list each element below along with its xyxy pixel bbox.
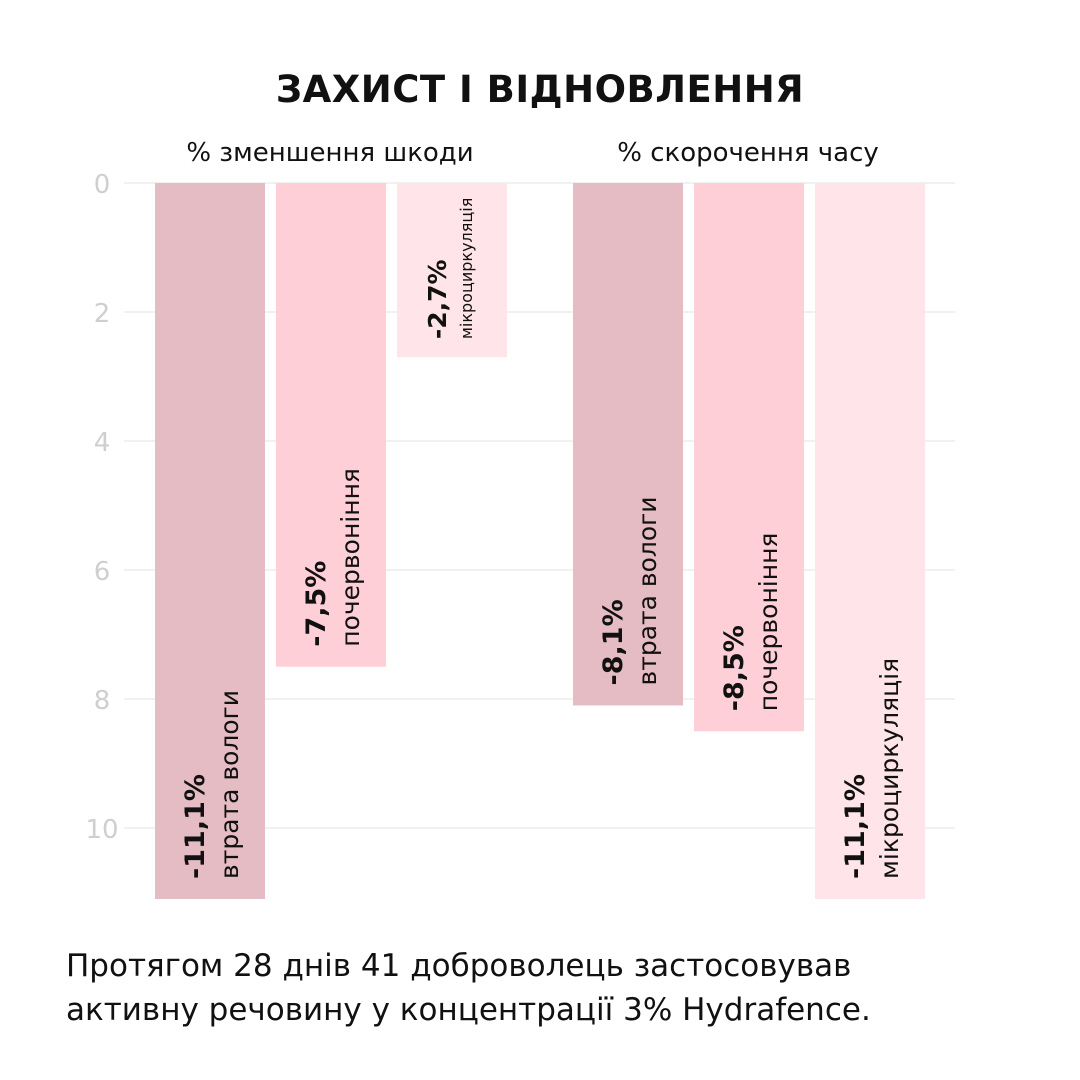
bar-category-label-g1-b1: втрата вологи [215, 690, 244, 879]
bar-value-label-g1-b1: -11,1% [180, 774, 211, 879]
y-tick-label-6: 6 [94, 557, 111, 587]
y-tick-label-0: 0 [94, 170, 111, 200]
bar-value-label-g1-b3: -2,7% [423, 259, 452, 339]
bar-g1-b2 [276, 183, 386, 667]
bar-label-group-g1-b2: -7,5% почервоніння [301, 468, 365, 647]
bar-label-group-g1-b1: -11,1% втрата вологи [180, 690, 244, 879]
bar-label-group-g2-b2: -8,5% почервоніння [719, 533, 783, 712]
bar-category-label-g1-b2: почервоніння [336, 468, 365, 647]
bar-g2-b1 [573, 183, 683, 706]
footnote: Протягом 28 днів 41 доброволець застосов… [66, 944, 1026, 1032]
y-tick-label-10: 10 [85, 815, 118, 845]
chart-title: ЗАХИСТ І ВІДНОВЛЕННЯ [275, 68, 805, 111]
bar-category-label-g2-b3: мікроциркуляція [875, 658, 904, 879]
group-label-damage-reduction: % зменшення шкоди [186, 138, 474, 168]
bar-category-label-g2-b1: втрата вологи [633, 496, 662, 685]
bar-value-label-g2-b3: -11,1% [840, 774, 871, 879]
bar-value-label-g1-b2: -7,5% [301, 561, 332, 647]
bar-label-group-g2-b3: -11,1% мікроциркуляція [840, 658, 904, 879]
bar-category-label-g2-b2: почервоніння [754, 533, 783, 712]
bar-label-group-g1-b3: -2,7% мікроциркуляція [423, 198, 476, 340]
bar-value-label-g2-b2: -8,5% [719, 625, 750, 711]
group-label-time-reduction: % скорочення часу [617, 138, 879, 168]
footnote-line-1: Протягом 28 днів 41 доброволець застосов… [66, 948, 852, 984]
bar-label-group-g2-b1: -8,1% втрата вологи [598, 496, 662, 685]
bar-g1-b1 [155, 183, 265, 899]
bar-value-label-g2-b1: -8,1% [598, 599, 629, 685]
bar-g2-b2 [694, 183, 804, 732]
bar-g2-b3 [815, 183, 925, 899]
y-tick-label-8: 8 [94, 686, 111, 716]
y-tick-label-2: 2 [94, 299, 111, 329]
y-tick-label-4: 4 [94, 428, 111, 458]
footnote-line-2: активну речовину у концентрації 3% Hydra… [66, 992, 871, 1028]
bar-category-label-g1-b3: мікроциркуляція [457, 198, 476, 340]
bar-g1-b3 [397, 183, 507, 358]
